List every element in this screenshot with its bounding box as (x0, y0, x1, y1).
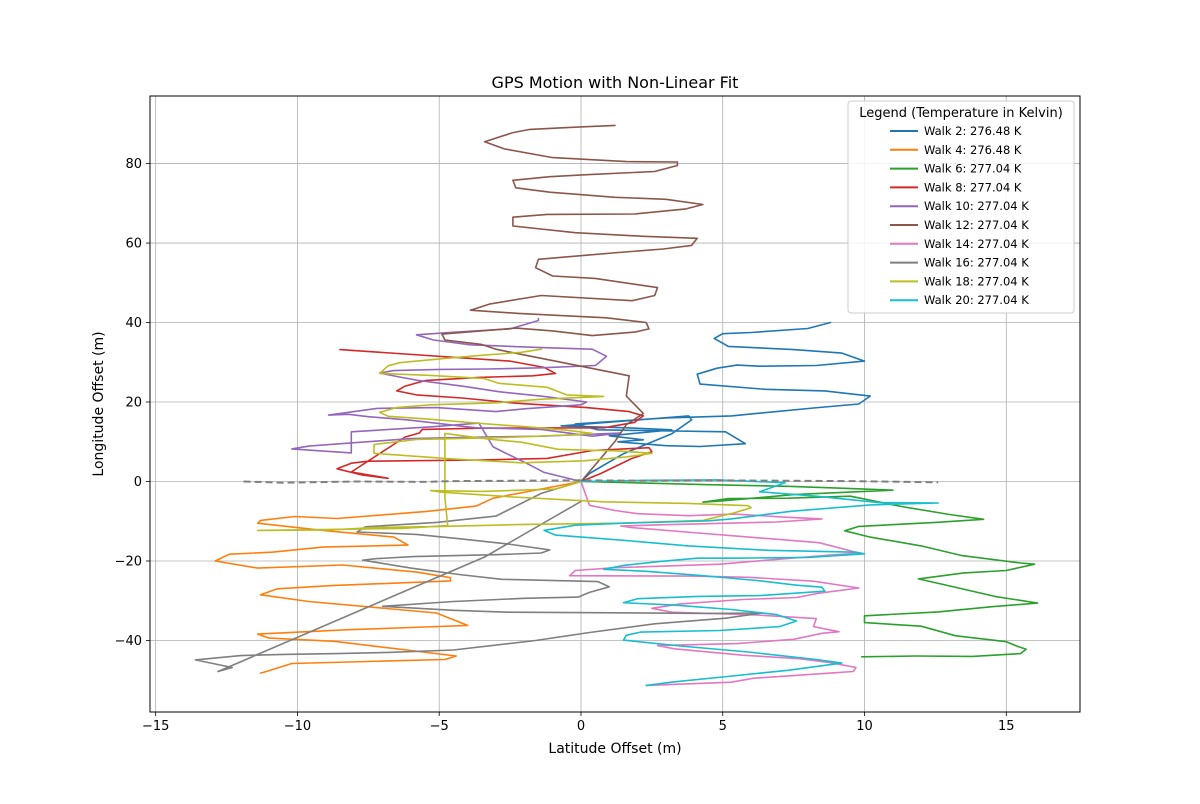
series-line-walk-9 (256, 348, 752, 532)
legend-label: Walk 8: 277.04 K (924, 180, 1022, 194)
y-tick-label: 80 (125, 157, 142, 172)
legend-title: Legend (Temperature in Kelvin) (859, 106, 1063, 121)
chart-title: GPS Motion with Non-Linear Fit (492, 73, 739, 92)
y-tick-label: 40 (125, 316, 142, 331)
x-tick-label: −10 (284, 719, 311, 734)
series-line-walk-6 (441, 124, 704, 483)
legend-box (847, 100, 1075, 314)
legend-label: Walk 20: 277.04 K (924, 293, 1029, 307)
series-line-walk-7 (568, 480, 860, 687)
series-line-walk-8 (194, 480, 764, 673)
y-tick-label: −40 (115, 634, 142, 649)
y-tick-label: 60 (125, 237, 142, 252)
x-axis-label: Latitude Offset (m) (548, 741, 681, 757)
tick-layer: −15 −10 −5 0 5 10 15 −40 −20 0 20 40 60 80 (115, 157, 1015, 734)
legend-label: Walk 4: 276.48 K (924, 143, 1022, 157)
fit-line (243, 479, 939, 484)
legend-label: Walk 18: 277.04 K (924, 274, 1029, 288)
x-tick-label: 10 (856, 719, 873, 734)
x-tick-label: 5 (719, 719, 727, 734)
legend-label: Walk 16: 277.04 K (924, 256, 1029, 270)
legend-label: Walk 10: 277.04 K (924, 199, 1029, 213)
series-line-walk-3 (580, 480, 1039, 658)
legend-items: Walk 2: 276.48 K Walk 4: 276.48 K Walk 6: … (890, 124, 1029, 307)
series-layer (194, 124, 1039, 687)
x-tick-label: 15 (998, 719, 1015, 734)
legend: Legend (Temperature in Kelvin) Walk 2: 2… (847, 100, 1075, 314)
series-line-walk-2 (214, 480, 582, 674)
legend-label: Walk 6: 277.04 K (924, 162, 1022, 176)
y-tick-label: −20 (115, 554, 142, 569)
y-tick-label: 0 (134, 475, 142, 490)
x-tick-label: −15 (142, 719, 169, 734)
plot-frame (149, 95, 1081, 713)
legend-label: Walk 12: 277.04 K (924, 218, 1029, 232)
series-line-walk-5 (291, 317, 622, 483)
series-line-walk-1 (560, 321, 871, 483)
y-tick-label: 20 (125, 396, 142, 411)
x-tick-label: 0 (577, 719, 585, 734)
y-axis-label: Longitude Offset (m) (91, 331, 107, 476)
legend-label: Walk 2: 276.48 K (924, 124, 1022, 138)
series-line-walk-10 (543, 479, 939, 687)
legend-label: Walk 14: 277.04 K (924, 237, 1029, 251)
x-tick-label: −5 (430, 719, 449, 734)
